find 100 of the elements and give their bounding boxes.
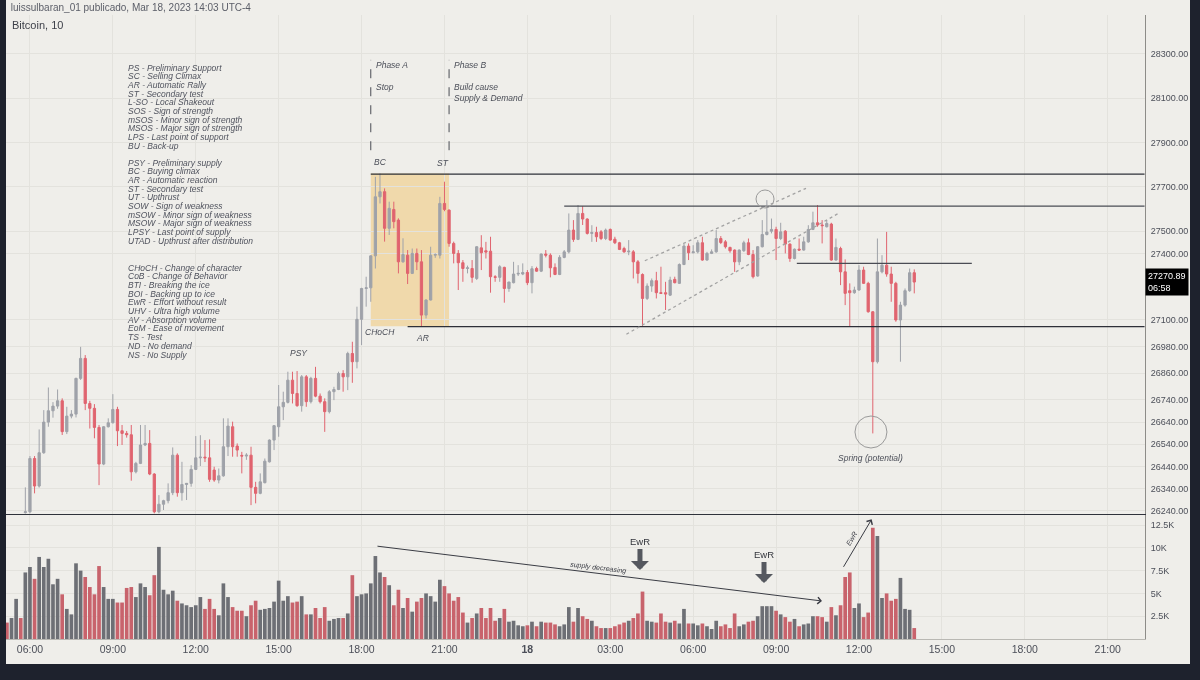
bar [479,608,484,639]
bar [797,626,801,639]
candlestick [198,434,202,467]
bar [249,605,253,639]
candlestick [28,455,32,514]
bar [672,620,677,639]
bar [327,620,332,639]
bar [474,613,479,639]
y-tick-label: 26640.00 [1150,417,1189,428]
y-tick-label: 27400.00 [1150,248,1189,259]
bar [64,608,69,639]
bar [345,613,350,639]
bar [470,618,474,639]
bar [834,615,838,639]
bar [295,601,299,639]
annotation: AR [416,333,429,343]
y-tick-label: 27500.00 [1150,226,1189,237]
candlestick [668,276,672,297]
bar [824,621,829,639]
bar [737,626,742,639]
bar [124,587,129,639]
candlestick [309,376,313,404]
x-tick-label: 09:00 [99,642,127,655]
candlestick [405,249,410,285]
bar [539,621,544,639]
x-tick-label: 12:00 [182,642,210,655]
y-tick-label: 28300.00 [1150,48,1189,59]
candlestick [157,494,161,514]
bar [258,609,263,639]
candlestick [304,374,308,408]
bar [590,620,594,639]
candlestick [175,452,179,498]
candlestick [341,369,345,393]
x-tick-label: 18:00 [1011,642,1039,655]
candlestick [590,224,594,243]
bar [355,596,359,639]
bar [893,598,898,639]
candlestick [617,241,622,251]
bar [152,575,157,639]
bar [608,628,613,639]
candlestick [470,259,474,284]
bar [299,596,304,639]
bar [622,622,626,639]
chart-subtitle: Bitcoin, 10 [12,19,64,31]
bar [180,603,184,639]
bar [714,620,719,639]
x-tick-label: 15:00 [265,642,292,655]
bar [783,617,788,639]
x-tick-label: 06:00 [16,642,44,655]
bar [401,608,405,639]
candlestick [419,249,424,327]
annotation: Spring (potential) [838,453,903,463]
text: CHoCH - Change of character CoB - Change of Behavior BTI - Breaking the ice BOI - Backing up to ice EwR - Effort without result UHV - Ultra high volume AV - Absorption volume EoM - Ease of movement TS - Test ND - No demand NS - No Supply [128,262,242,360]
chart-title: luissulbaran_01 publicado, Mar 18, 2023 14:03 UTC-4 [10,1,252,13]
bar [543,622,548,639]
bar [520,626,525,639]
bar [695,625,700,639]
candlestick [705,251,709,262]
candlestick [498,264,502,283]
candlestick [65,406,69,435]
bar [691,623,696,639]
bar [774,610,778,639]
bar [18,618,23,639]
candlestick [410,248,414,275]
x-tick-label: 21:00 [1094,642,1121,655]
bar [585,618,590,639]
candlestick [249,446,253,506]
candlestick [295,370,299,408]
candlestick [599,229,603,241]
bar [143,587,147,639]
candlestick [604,228,608,241]
candlestick [525,269,529,286]
bar [649,621,654,639]
bar [576,608,580,639]
x-tick-label: 06:00 [680,642,707,655]
candlestick [350,341,354,384]
candlestick [207,438,212,483]
bar [239,610,244,639]
text: PS - Preliminary Support SC - Selling Climax AR - Automatic Rally ST - Secondary test L-SO - Local Shakeout SOS - Sign of strength mSOS - Minor sign of strength MSOS - Major sign of strength LPS - Last point of support BU - Back-up [128,62,243,151]
bar [322,607,327,639]
bar [566,607,571,639]
bar [820,617,824,639]
bar [309,614,313,639]
candlestick [622,246,626,254]
candlestick [180,461,184,502]
annotation: EwR [754,549,775,560]
x-tick-label: 18:00 [348,642,375,655]
text: PSY - Preliminary supply BC - Buying climax AR - Automatic reaction ST - Secondary test UT - Upthrust SOW - Sign of weakness mSOW - Minor sign of weakness MSOW - Major sign of weakness LPSY - Last point of supply UTAD - Upthrust after distribution [128,157,254,246]
candlestick [465,265,470,274]
text: Phase B Build cause Supply & Demand [454,60,523,104]
bar [387,585,392,639]
y-tick-label: 12.5K [1150,520,1175,531]
candlestick [502,266,506,304]
bar [410,611,415,639]
candlestick [244,452,249,461]
bar [157,546,161,639]
bar [847,572,852,639]
bar [760,606,765,639]
bar [603,628,608,639]
candlestick [627,239,631,256]
